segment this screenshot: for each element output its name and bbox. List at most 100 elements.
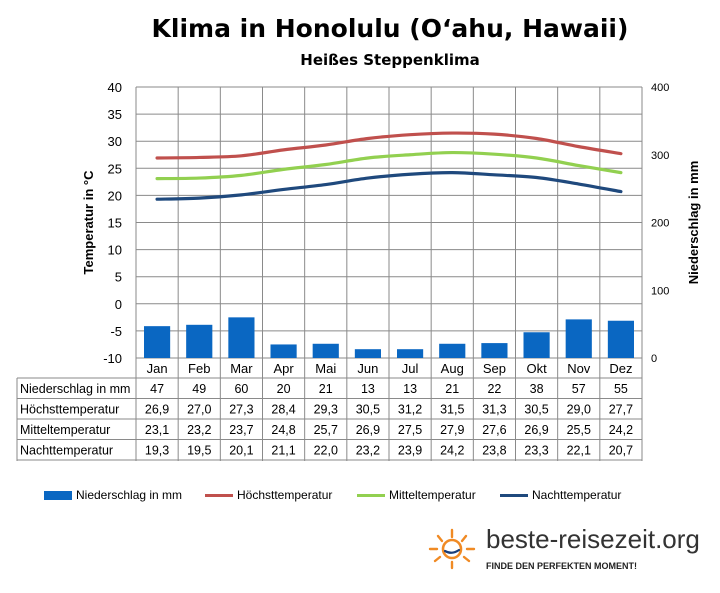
y-tick-label: 40: [108, 80, 122, 95]
y2-tick-label: 200: [651, 218, 669, 230]
chart-subtitle: Heißes Steppenklima: [300, 51, 480, 69]
table-cell: 23,7: [229, 423, 253, 437]
table-cell: 21: [445, 382, 459, 396]
table-cell: 21,1: [271, 444, 295, 458]
table-cell: 26,9: [145, 403, 169, 417]
table-cell: 29,0: [567, 403, 591, 417]
precip-bar: [523, 332, 550, 358]
table-cell: 49: [192, 382, 206, 396]
table-cell: 27,5: [398, 423, 422, 437]
y-tick-label: 15: [108, 216, 122, 231]
legend-label-precip: Niederschlag in mm: [76, 488, 183, 502]
table-row-label: Mitteltemperatur: [20, 423, 110, 437]
table-cell: 20,7: [609, 444, 633, 458]
table-cell: 19,3: [145, 444, 169, 458]
brand-tagline: FINDE DEN PERFEKTEN MOMENT!: [486, 561, 638, 571]
table-cell: 31,2: [398, 403, 422, 417]
table-cell: 20,1: [229, 444, 253, 458]
precip-bar: [312, 343, 339, 358]
table-cell: 27,6: [482, 423, 506, 437]
table-cell: 55: [614, 382, 628, 396]
y-tick-label: 10: [108, 243, 122, 258]
precip-bar: [186, 324, 213, 358]
sun-icon: [428, 528, 476, 570]
legend-swatch-night: [500, 494, 528, 497]
table-cell: 22,1: [567, 444, 591, 458]
y-tick-label: 35: [108, 107, 122, 122]
legend-label-mean: Mitteltemperatur: [389, 488, 476, 502]
table-cell: 23,8: [482, 444, 506, 458]
y2-tick-label: 0: [651, 353, 657, 365]
table-cell: 13: [403, 382, 417, 396]
table-cell: 24,8: [271, 423, 295, 437]
table-cell: 30,5: [524, 403, 548, 417]
precip-bar: [607, 320, 634, 358]
chart-title: Klima in Honolulu (O‘ahu, Hawaii): [151, 14, 629, 43]
table-row-label: Niederschlag in mm: [20, 382, 130, 396]
x-tick-label: Nov: [567, 361, 591, 376]
precip-bar: [228, 317, 255, 358]
precip-bar: [481, 343, 508, 358]
x-tick-label: Jun: [357, 361, 378, 376]
x-tick-label: Okt: [526, 361, 547, 376]
table-cell: 21: [319, 382, 333, 396]
table-cell: 29,3: [314, 403, 338, 417]
table-cell: 25,7: [314, 423, 338, 437]
precip-bar: [439, 343, 466, 358]
x-tick-label: Sep: [483, 361, 506, 376]
table-cell: 23,1: [145, 423, 169, 437]
table-row-label: Höchsttemperatur: [20, 403, 119, 417]
table-cell: 27,7: [609, 403, 633, 417]
table-cell: 31,3: [482, 403, 506, 417]
y-tick-label: -10: [103, 351, 122, 366]
table-cell: 23,2: [187, 423, 211, 437]
table-cell: 25,5: [567, 423, 591, 437]
brand-logo: beste-reisezeit.org FINDE DEN PERFEKTEN …: [428, 524, 718, 584]
y-tick-label: -5: [110, 324, 122, 339]
table-cell: 24,2: [609, 423, 633, 437]
y-tick-label: 30: [108, 134, 122, 149]
y-tick-label: 5: [115, 270, 122, 285]
y-tick-label: 20: [108, 188, 122, 203]
legend-swatch-mean: [357, 494, 385, 497]
precip-bar: [565, 319, 592, 358]
table-cell: 38: [530, 382, 544, 396]
table-cell: 22: [487, 382, 501, 396]
legend-label-night: Nachttemperatur: [532, 488, 622, 502]
table-cell: 57: [572, 382, 586, 396]
x-tick-label: Mai: [315, 361, 336, 376]
series-line: [155, 171, 623, 201]
x-tick-label: Apr: [273, 361, 294, 376]
precip-bar: [354, 349, 381, 358]
series-line: [155, 150, 623, 181]
y2-axis-label: Niederschlag in mm: [686, 161, 701, 285]
table-cell: 26,9: [356, 423, 380, 437]
table-cell: 60: [234, 382, 248, 396]
table-cell: 28,4: [271, 403, 295, 417]
y-tick-label: 25: [108, 161, 122, 176]
precip-bar: [397, 349, 424, 358]
y2-tick-label: 100: [651, 285, 669, 297]
x-tick-label: Mar: [230, 361, 253, 376]
legend-swatch-high: [205, 494, 233, 497]
table-cell: 31,5: [440, 403, 464, 417]
table-cell: 30,5: [356, 403, 380, 417]
table-cell: 22,0: [314, 444, 338, 458]
table-cell: 27,9: [440, 423, 464, 437]
x-tick-label: Aug: [441, 361, 464, 376]
table-cell: 27,3: [229, 403, 253, 417]
table-cell: 19,5: [187, 444, 211, 458]
table-cell: 20: [277, 382, 291, 396]
legend-label-high: Höchsttemperatur: [237, 488, 333, 502]
brand-name: beste-reisezeit.org: [486, 524, 700, 554]
precip-bar: [270, 344, 297, 358]
x-tick-label: Dez: [609, 361, 632, 376]
y-tick-label: 0: [115, 297, 122, 312]
x-tick-label: Feb: [188, 361, 210, 376]
series-line: [155, 131, 623, 160]
table-cell: 24,2: [440, 444, 464, 458]
table-cell: 23,9: [398, 444, 422, 458]
climate-chart: 40 35 30 25 20 15 10 5 0 -5 -10 400 300 200 100 0 Jan Feb…: [16, 80, 701, 461]
table-cell: 47: [150, 382, 164, 396]
y2-tick-label: 400: [651, 82, 669, 94]
